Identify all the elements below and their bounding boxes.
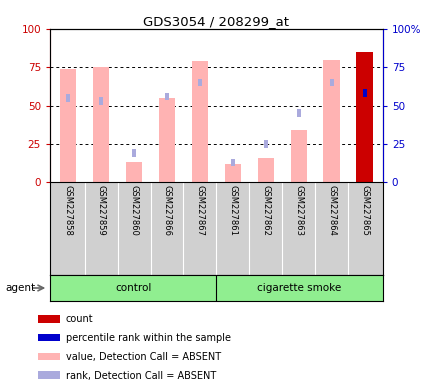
Bar — [38, 353, 59, 360]
Bar — [38, 334, 59, 341]
Text: agent: agent — [6, 283, 36, 293]
Bar — [329, 79, 333, 86]
Bar — [230, 159, 234, 166]
Title: GDS3054 / 208299_at: GDS3054 / 208299_at — [143, 15, 289, 28]
Text: GSM227861: GSM227861 — [228, 185, 237, 236]
Bar — [191, 61, 208, 182]
Text: GSM227859: GSM227859 — [96, 185, 105, 236]
Text: GSM227858: GSM227858 — [63, 185, 72, 236]
Bar — [257, 158, 273, 182]
Bar — [323, 60, 339, 182]
Bar — [60, 69, 76, 182]
Bar — [38, 371, 59, 379]
Bar — [355, 52, 372, 182]
Bar — [164, 93, 169, 100]
Text: GSM227863: GSM227863 — [294, 185, 302, 236]
Bar — [125, 162, 142, 182]
Text: GSM227864: GSM227864 — [326, 185, 335, 236]
Text: GSM227866: GSM227866 — [162, 185, 171, 236]
Text: GSM227860: GSM227860 — [129, 185, 138, 236]
Bar — [362, 89, 366, 97]
Text: cigarette smoke: cigarette smoke — [257, 283, 341, 293]
Bar — [38, 315, 59, 323]
Text: GSM227865: GSM227865 — [359, 185, 368, 236]
Bar — [132, 149, 136, 157]
Text: value, Detection Call = ABSENT: value, Detection Call = ABSENT — [66, 352, 220, 362]
Text: GSM227862: GSM227862 — [261, 185, 270, 236]
Bar — [66, 94, 70, 102]
Bar — [224, 164, 240, 182]
Bar — [92, 67, 109, 182]
Text: GSM227867: GSM227867 — [195, 185, 204, 236]
Text: count: count — [66, 314, 93, 324]
Bar — [263, 140, 267, 148]
Text: control: control — [115, 283, 151, 293]
Bar — [158, 98, 175, 182]
Text: rank, Detection Call = ABSENT: rank, Detection Call = ABSENT — [66, 371, 216, 381]
Bar — [290, 130, 306, 182]
Text: percentile rank within the sample: percentile rank within the sample — [66, 333, 230, 343]
Bar — [197, 79, 202, 86]
Bar — [296, 109, 300, 117]
Bar — [99, 97, 103, 105]
